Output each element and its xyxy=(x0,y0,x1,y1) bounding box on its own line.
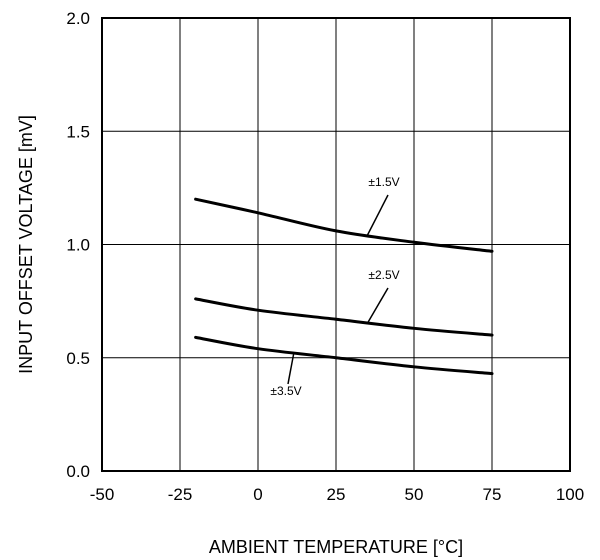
label-leader-line xyxy=(366,287,389,325)
series-label: ±1.5V xyxy=(368,175,399,189)
series-lines xyxy=(194,197,494,376)
x-tick-label: 50 xyxy=(405,485,424,504)
x-tick-label: 0 xyxy=(253,485,262,504)
series-label: ±2.5V xyxy=(368,268,399,282)
x-tick-label: 100 xyxy=(556,485,584,504)
series-line xyxy=(194,297,494,337)
y-tick-label: 0.5 xyxy=(66,349,90,368)
plot-area-frame xyxy=(101,17,571,472)
y-tick-label: 1.5 xyxy=(66,122,90,141)
x-axis-title: AMBIENT TEMPERATURE [°C] xyxy=(209,537,463,557)
series-labels: ±1.5V ±2.5V ±3.5V xyxy=(270,175,399,398)
y-tick-label: 1.0 xyxy=(66,236,90,255)
y-tick-label: 2.0 xyxy=(66,9,90,28)
y-tick-labels: 0.0 0.5 1.0 1.5 2.0 xyxy=(66,9,90,481)
series-label: ±3.5V xyxy=(270,384,301,398)
series-line xyxy=(194,335,494,376)
label-leader-line xyxy=(287,351,295,385)
x-tick-labels: -50 -25 0 25 50 75 100 xyxy=(90,485,584,504)
y-tick-label: 0.0 xyxy=(66,462,90,481)
label-leader-line xyxy=(366,194,389,237)
x-tick-label: -25 xyxy=(168,485,193,504)
label-leaders xyxy=(287,194,389,385)
grid xyxy=(102,18,570,471)
y-axis-title: INPUT OFFSET VOLTAGE [mV] xyxy=(16,115,36,374)
series-line xyxy=(194,197,494,253)
x-tick-label: 25 xyxy=(327,485,346,504)
x-tick-label: -50 xyxy=(90,485,115,504)
x-tick-label: 75 xyxy=(483,485,502,504)
